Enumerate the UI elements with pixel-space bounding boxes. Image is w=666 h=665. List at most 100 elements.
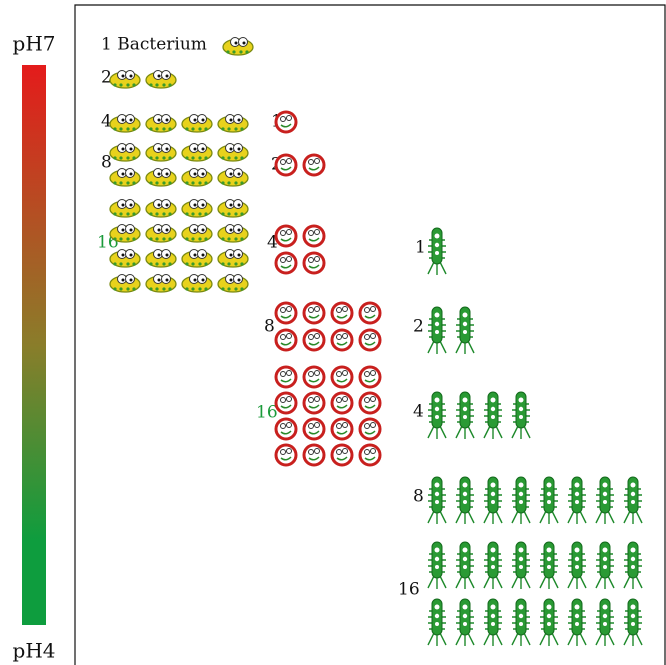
body <box>274 417 298 441</box>
spot <box>119 287 123 291</box>
body <box>302 301 326 325</box>
spot <box>113 127 117 131</box>
ph-top: pH7 <box>13 32 56 56</box>
eye <box>602 482 608 488</box>
eye <box>630 547 636 553</box>
bacterium <box>181 274 213 293</box>
spot <box>227 262 231 266</box>
pupil <box>121 74 125 78</box>
body <box>274 391 298 415</box>
bacterium <box>427 306 447 354</box>
eye <box>546 556 552 562</box>
pupil <box>129 147 133 151</box>
spot <box>149 83 153 87</box>
spot <box>132 262 136 266</box>
bacterium <box>539 476 559 524</box>
bacterium <box>217 224 249 243</box>
pupil <box>165 228 169 232</box>
eye <box>336 449 342 455</box>
spot <box>168 262 172 266</box>
eye <box>518 491 524 497</box>
spot <box>149 156 153 160</box>
eye <box>342 422 348 428</box>
pupil <box>237 118 241 122</box>
bacterium <box>217 249 249 268</box>
spot <box>204 287 208 291</box>
bacterium <box>302 224 326 248</box>
eye <box>518 406 524 412</box>
spot <box>198 181 202 185</box>
bacterium <box>330 443 354 467</box>
bacterium <box>217 168 249 187</box>
spot <box>191 127 195 131</box>
eye <box>364 334 370 340</box>
pupil <box>193 228 197 232</box>
eye <box>286 229 292 235</box>
eye <box>630 613 636 619</box>
eye <box>574 482 580 488</box>
eye <box>462 613 468 619</box>
eye <box>434 556 440 562</box>
row-label: 2 <box>101 68 112 88</box>
pupil <box>193 278 197 282</box>
spot <box>198 287 202 291</box>
bacterium <box>274 443 298 467</box>
mouth <box>364 378 376 383</box>
body <box>302 153 326 177</box>
bacterium <box>109 114 141 133</box>
row-label: 4 <box>413 402 424 422</box>
bacterium <box>483 476 503 524</box>
eye <box>519 500 523 504</box>
spot <box>226 50 230 54</box>
pupil <box>165 74 169 78</box>
bacterium <box>217 274 249 293</box>
pupil <box>165 253 169 257</box>
body <box>274 328 298 352</box>
eye <box>370 306 376 312</box>
bacterium <box>595 541 615 589</box>
spot <box>240 127 244 131</box>
eye <box>434 397 440 403</box>
pupil <box>193 253 197 257</box>
eye <box>434 547 440 553</box>
mouth <box>364 456 376 461</box>
spot <box>126 262 130 266</box>
eye <box>546 491 552 497</box>
eye <box>463 565 467 569</box>
bacterium <box>511 541 531 589</box>
bacterium <box>109 143 141 162</box>
eye <box>364 371 370 377</box>
eye <box>286 158 292 164</box>
eye <box>308 257 314 263</box>
bacterium <box>109 168 141 187</box>
spot <box>185 181 189 185</box>
bacterium <box>567 541 587 589</box>
spot <box>168 181 172 185</box>
eye <box>308 159 314 165</box>
spot <box>221 212 225 216</box>
spot <box>162 212 166 216</box>
spot <box>155 262 159 266</box>
bacterium <box>109 274 141 293</box>
eye <box>336 423 342 429</box>
eye <box>574 556 580 562</box>
bacterium <box>274 391 298 415</box>
eye <box>314 229 320 235</box>
bacterium <box>217 199 249 218</box>
eye <box>435 622 439 626</box>
frame <box>74 4 666 665</box>
pupil <box>201 203 205 207</box>
mouth <box>336 378 348 383</box>
spot <box>149 127 153 131</box>
eye <box>342 448 348 454</box>
eye <box>364 397 370 403</box>
spot <box>155 156 159 160</box>
spot <box>234 287 238 291</box>
pupil <box>129 253 133 257</box>
bacterium <box>455 598 475 646</box>
bacterium <box>567 476 587 524</box>
eye <box>342 333 348 339</box>
eye <box>631 565 635 569</box>
eye <box>314 396 320 402</box>
spot <box>185 287 189 291</box>
